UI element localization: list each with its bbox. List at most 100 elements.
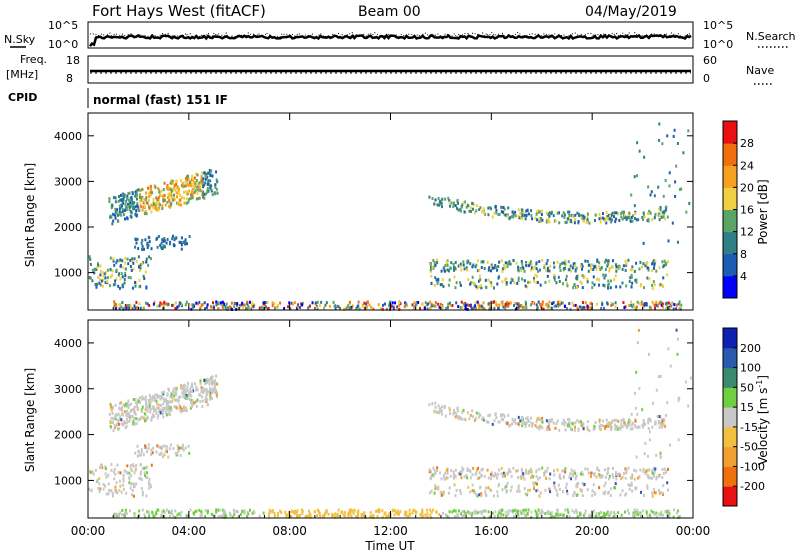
range-cell — [645, 511, 648, 515]
range-cell — [549, 472, 552, 476]
range-cell — [599, 268, 602, 272]
range-cell — [530, 515, 533, 519]
range-cell — [136, 197, 139, 201]
range-cell — [675, 328, 678, 332]
y-tick-label: 1000 — [54, 267, 82, 280]
range-cell — [190, 303, 193, 307]
range-cell — [553, 265, 556, 269]
range-cell — [483, 307, 486, 311]
range-cell — [454, 468, 457, 472]
range-cell — [675, 307, 678, 311]
range-cell — [171, 509, 174, 513]
range-cell — [148, 240, 151, 244]
range-cell — [290, 509, 293, 513]
range-cell — [184, 190, 187, 194]
range-cell — [439, 302, 442, 306]
range-cell — [131, 200, 134, 204]
range-cell — [174, 392, 177, 396]
range-cell — [666, 467, 669, 471]
range-cell — [530, 416, 533, 420]
range-cell — [614, 217, 617, 221]
range-cell — [118, 210, 121, 214]
range-cell — [347, 306, 350, 310]
range-cell — [491, 511, 494, 515]
range-cell — [209, 170, 212, 174]
y-tick-label: 3000 — [54, 175, 82, 188]
range-cell — [484, 278, 487, 282]
range-cell — [323, 514, 326, 518]
range-cell — [360, 513, 363, 517]
range-cell — [646, 266, 649, 270]
range-cell — [120, 490, 123, 494]
range-cell — [428, 262, 431, 266]
range-cell — [567, 510, 570, 514]
range-cell — [325, 301, 328, 305]
range-cell — [188, 451, 191, 455]
range-cell — [205, 393, 208, 397]
range-cell — [514, 418, 517, 422]
range-cell — [564, 263, 567, 267]
range-cell — [178, 304, 181, 308]
range-cell — [527, 264, 530, 268]
range-cell — [666, 273, 669, 277]
range-cell — [190, 182, 193, 186]
range-cell — [537, 416, 540, 420]
range-cell — [572, 303, 575, 307]
range-cell — [184, 242, 187, 246]
range-cell — [189, 406, 192, 410]
range-cell — [655, 303, 658, 307]
range-cell — [497, 472, 500, 476]
range-cell — [631, 219, 634, 223]
y-tick-label: 2000 — [54, 221, 82, 234]
range-cell — [430, 274, 433, 278]
range-cell — [443, 406, 446, 410]
range-cell — [609, 279, 612, 283]
range-cell — [536, 514, 539, 518]
range-cell — [174, 236, 177, 240]
range-cell — [523, 421, 526, 425]
range-cell — [358, 307, 361, 311]
range-cell — [264, 305, 267, 309]
range-cell — [374, 509, 377, 513]
range-cell — [149, 408, 152, 412]
range-cell — [611, 419, 614, 423]
range-cell — [162, 415, 165, 419]
range-cell — [153, 414, 156, 418]
range-cell — [208, 387, 211, 391]
range-cell — [469, 209, 472, 213]
range-cell — [450, 261, 453, 265]
range-cell — [440, 205, 443, 209]
range-cell — [580, 488, 583, 492]
range-cell — [178, 403, 181, 407]
noise-tick-top-right: 10^5 — [703, 19, 733, 32]
range-cell — [273, 302, 276, 306]
range-cell — [652, 487, 655, 491]
range-cell — [134, 205, 137, 209]
range-cell — [208, 183, 211, 187]
range-cell — [206, 381, 209, 385]
range-cell — [206, 403, 209, 407]
range-cell — [530, 476, 533, 480]
range-cell — [98, 465, 101, 469]
range-cell — [186, 385, 189, 389]
range-cell — [377, 510, 380, 514]
range-cell — [164, 410, 167, 414]
range-cell — [572, 494, 575, 498]
range-cell — [510, 277, 513, 281]
range-cell — [555, 512, 558, 516]
range-cell — [474, 512, 477, 516]
range-cell — [687, 129, 690, 133]
range-cell — [424, 301, 427, 305]
range-cell — [546, 466, 549, 470]
range-cell — [399, 510, 402, 514]
range-cell — [631, 265, 634, 269]
range-cell — [352, 511, 355, 515]
range-cell — [120, 272, 123, 276]
range-cell — [480, 494, 483, 498]
range-cell — [620, 215, 623, 219]
range-cell — [200, 303, 203, 307]
range-cell — [573, 283, 576, 287]
colorbar-segment — [723, 347, 737, 369]
range-cell — [496, 476, 499, 480]
range-cell — [117, 199, 120, 203]
